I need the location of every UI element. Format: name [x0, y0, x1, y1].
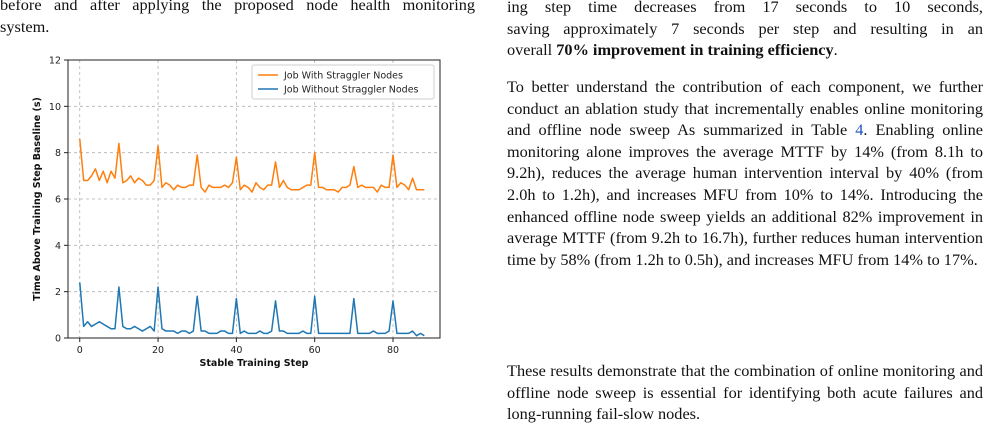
y-tick-label: 8	[55, 148, 61, 159]
y-tick-label: 0	[55, 334, 61, 345]
x-tick-label: 20	[152, 345, 164, 356]
x-tick-label: 40	[230, 345, 242, 356]
paragraph-conclusion: These results demonstrate that the combi…	[507, 361, 983, 424]
table-reference-link[interactable]: 4	[855, 120, 864, 140]
y-tick-label: 12	[49, 56, 61, 67]
y-tick-label: 6	[55, 195, 61, 206]
p1-line-3: overall 70% improvement in training effi…	[507, 39, 983, 61]
caption-line-1: before and after applying the proposed n…	[0, 0, 475, 14]
series-line-with-stragglers	[79, 138, 425, 193]
p1-line-1: ing step time decreases from 17 seconds …	[507, 0, 983, 16]
chart-series	[79, 138, 425, 337]
chart-ticks: 0 20 40 60 80 0 2 4 6 8 10 12	[49, 56, 399, 357]
paragraph-results: ing step time decreases from 17 seconds …	[507, 0, 983, 61]
p1-line-2: saving approximately 7 seconds per step …	[507, 18, 983, 38]
x-tick-label: 60	[309, 345, 321, 356]
chart-legend: Job With Straggler Nodes Job Without Str…	[251, 64, 435, 100]
figure-caption-tail: before and after applying the proposed n…	[0, 0, 475, 37]
y-tick-label: 2	[55, 287, 61, 298]
legend-box	[251, 64, 435, 100]
p1-highlight: 70% improvement in training efficiency	[556, 40, 834, 60]
y-tick-label: 10	[49, 102, 61, 113]
caption-line-2: system.	[0, 16, 50, 36]
y-tick-label: 4	[55, 241, 61, 252]
legend-label-without-stragglers: Job Without Straggler Nodes	[283, 85, 419, 96]
p1-line-3-pre: overall	[507, 40, 557, 60]
y-axis-title: Time Above Training Step Baseline (s)	[32, 97, 43, 301]
legend-label-with-stragglers: Job With Straggler Nodes	[283, 71, 403, 82]
x-axis-title: Stable Training Step	[200, 358, 309, 369]
p1-line-3-post: .	[833, 40, 838, 60]
p2-text-post: . Enabling online monitoring alone impro…	[507, 120, 983, 269]
right-column: ing step time decreases from 17 seconds …	[507, 0, 983, 423]
x-tick-label: 0	[77, 345, 83, 356]
chart-grid	[68, 59, 440, 339]
p2-text-pre: To better understand the contribution of…	[507, 77, 983, 140]
left-column: before and after applying the proposed n…	[0, 0, 480, 407]
paragraph-ablation: To better understand the contribution of…	[507, 76, 983, 270]
series-line-without-stragglers	[79, 282, 425, 337]
x-tick-label: 80	[387, 345, 399, 356]
